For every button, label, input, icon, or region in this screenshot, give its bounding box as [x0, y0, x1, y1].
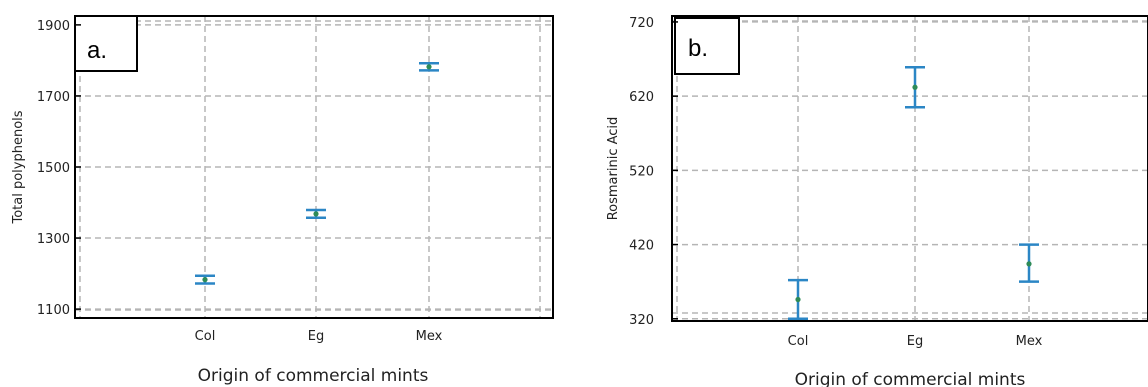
- plot-frame: [671, 15, 1148, 322]
- x-axis-label: Origin of commercial mints: [795, 370, 1026, 387]
- y-tick-label: 1900: [37, 19, 70, 34]
- data-point: [313, 211, 319, 217]
- panel-label-box: [74, 15, 138, 72]
- panel-label: a.: [87, 37, 107, 64]
- y-tick-labels: 320 420 520 620 720: [629, 16, 678, 328]
- y-tick-label: 1100: [37, 303, 70, 318]
- y-tick-label: 1700: [37, 90, 70, 105]
- panel-label-box: [674, 17, 740, 75]
- x-tick-labels: Col Eg Mex: [788, 334, 1043, 349]
- x-tick-label: Mex: [1016, 334, 1043, 349]
- y-tick-labels: 1100 1300 1500 1700 1900: [37, 19, 81, 318]
- panel-label: b.: [688, 35, 708, 62]
- y-tick-label: 420: [629, 239, 654, 254]
- x-tick-label: Mex: [416, 329, 443, 344]
- y-tick-label: 1500: [37, 161, 70, 176]
- data-marks: [195, 62, 439, 285]
- y-tick-label: 520: [629, 164, 654, 179]
- data-point: [1026, 261, 1032, 267]
- x-tick-label: Eg: [907, 334, 923, 349]
- data-point: [795, 296, 801, 303]
- data-point: [426, 64, 432, 70]
- x-tick-label: Col: [195, 329, 216, 344]
- y-tick-label: 620: [629, 90, 654, 105]
- chart-panel-a: a. 1100 1300 1500 1700 1900 Col Eg Mex Total p…: [11, 15, 554, 386]
- x-axis-label: Origin of commercial mints: [198, 366, 429, 386]
- data-marks: [788, 65, 1039, 321]
- x-tick-label: Col: [788, 334, 809, 349]
- y-axis-label: Rosmarinic Acid: [606, 117, 621, 221]
- y-tick-label: 320: [629, 313, 654, 328]
- y-tick-label: 720: [629, 16, 654, 31]
- data-point: [912, 84, 918, 90]
- x-tick-labels: Col Eg Mex: [195, 329, 443, 344]
- data-point: [202, 277, 208, 283]
- grid-lines: [672, 16, 1148, 321]
- y-axis-label: Total polyphenols: [11, 110, 26, 224]
- y-tick-label: 1300: [37, 232, 70, 247]
- chart-panel-b: b. 320 420 520 620 720 Col Eg Mex Rosmarinic A…: [606, 15, 1148, 387]
- x-tick-label: Eg: [308, 329, 324, 344]
- grid-lines: [75, 16, 553, 318]
